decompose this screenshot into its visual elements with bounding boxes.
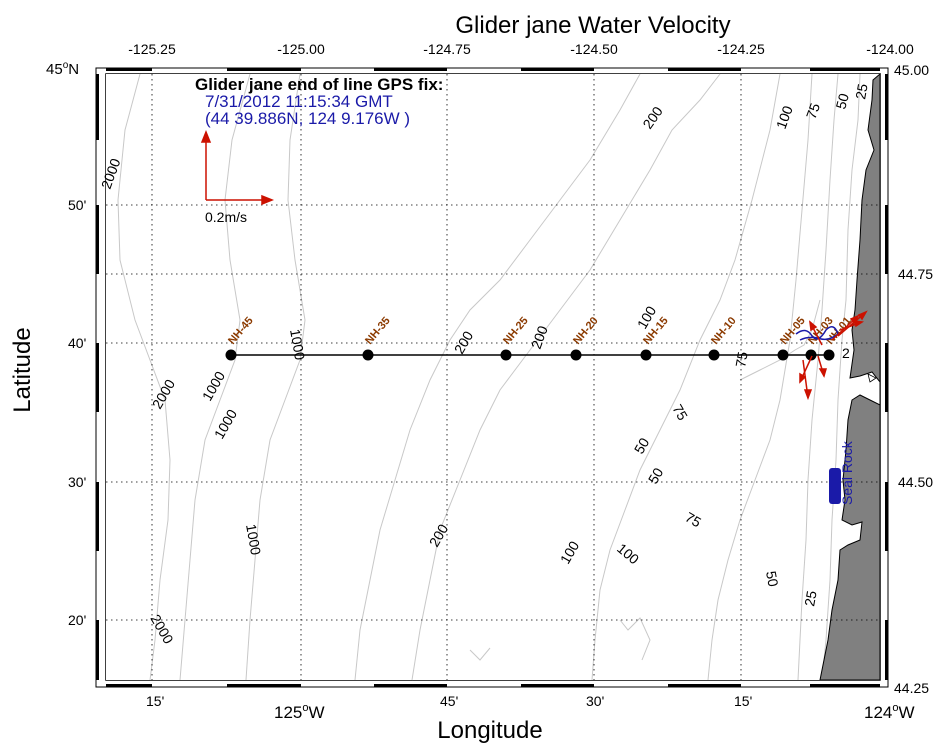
right-tick-label: 44.75 (898, 266, 933, 282)
bottom-tick-label: 45' (440, 693, 458, 709)
contour-label: 200 (528, 323, 551, 351)
contour-label: 50 (763, 570, 781, 588)
frame-bar (885, 205, 888, 274)
contour-label: 50 (832, 91, 852, 110)
frame-bar (374, 684, 447, 687)
bottom-tick-label: 124oW (864, 702, 915, 722)
velocity-vectors (799, 310, 868, 401)
frame-bar (227, 684, 301, 687)
gps-heading: Glider jane end of line GPS fix: (195, 75, 443, 94)
seal-rock-marker: Seal Rock (829, 440, 855, 505)
graticule (106, 74, 880, 680)
frame-bar (96, 343, 99, 412)
top-tick-label: -124.50 (570, 41, 618, 57)
contour-label: 50 (645, 465, 667, 487)
plot-area: 25 50 75 100 200 2000 1000 100 200 200 7… (98, 72, 881, 681)
contour-label: 25 (852, 82, 870, 100)
coastline-land (819, 72, 881, 681)
map-title: Glider jane Water Velocity (455, 12, 730, 39)
bottom-tick-labels: 15' 125oW 45' 30' 15' 124oW (146, 693, 915, 722)
left-tick-labels: 45oN 50' 40' 30' 20' (46, 60, 86, 628)
left-tick-label: 30' (68, 474, 86, 490)
gps-position: (44 39.886N, 124 9.176W ) (205, 109, 410, 128)
frame-bar (810, 68, 880, 71)
contour-label: 2 (842, 345, 850, 361)
frame-bar (668, 684, 741, 687)
x-axis-label: Longitude (437, 717, 542, 744)
top-tick-label: -124.00 (866, 41, 914, 57)
left-tick-label: 40' (68, 335, 86, 351)
right-tick-labels: 45.00 44.75 44.50 44.25 (894, 62, 933, 696)
right-tick-label: 44.50 (898, 474, 933, 490)
top-tick-label: -125.00 (277, 41, 325, 57)
contour-label: 1000 (243, 523, 264, 557)
contour-label: 75 (669, 402, 691, 424)
contour-label: 25 (801, 589, 819, 607)
contour-label: 75 (683, 509, 705, 531)
frame-bar (96, 74, 99, 140)
frame-bar (106, 68, 152, 71)
top-tick-label: -124.75 (423, 41, 471, 57)
frame-bar (96, 482, 99, 551)
y-axis-label: Latitude (9, 327, 36, 412)
frame-bar (374, 68, 447, 71)
top-tick-labels: -125.25 -125.00 -124.75 -124.50 -124.25 … (128, 41, 914, 57)
frame-bar (885, 482, 888, 551)
frame-bar (810, 684, 880, 687)
left-tick-label: 20' (68, 612, 86, 628)
gps-fix-box: Glider jane end of line GPS fix: 7/31/20… (195, 75, 443, 128)
bottom-tick-label: 15' (734, 693, 752, 709)
contour-label: 75 (732, 350, 750, 368)
bottom-tick-label: 15' (146, 693, 164, 709)
frame-bar (227, 68, 301, 71)
bay-inlet (867, 373, 877, 383)
contour-label: 1000 (287, 328, 308, 362)
frame-bar (668, 68, 741, 71)
top-tick-label: -124.25 (717, 41, 765, 57)
bottom-tick-label: 125oW (274, 702, 325, 722)
bottom-tick-label: 30' (586, 693, 604, 709)
frame-bar (521, 684, 594, 687)
contour-label: 100 (773, 103, 796, 131)
gps-time: 7/31/2012 11:15:34 GMT (205, 92, 393, 111)
scale-label: 0.2m/s (205, 209, 247, 225)
frame-bar (106, 684, 152, 687)
bathymetry-contours (117, 73, 861, 681)
frame-bar (521, 68, 594, 71)
frame-bar (885, 74, 888, 140)
left-tick-label: 50' (68, 197, 86, 213)
frame-bar (96, 620, 99, 680)
top-tick-label: -125.25 (128, 41, 176, 57)
frame-bar (885, 620, 888, 680)
right-tick-label: 44.25 (894, 680, 929, 696)
contour-label: 50 (631, 435, 653, 457)
frame-bar (96, 205, 99, 274)
contour-label: 75 (803, 101, 823, 121)
right-tick-label: 45.00 (894, 62, 929, 78)
glider-path-squiggle (795, 326, 839, 341)
seal-rock-label: Seal Rock (839, 440, 855, 505)
left-tick-label: 45oN (46, 60, 79, 78)
velocity-scale (200, 129, 275, 206)
frame-bar (885, 343, 888, 412)
